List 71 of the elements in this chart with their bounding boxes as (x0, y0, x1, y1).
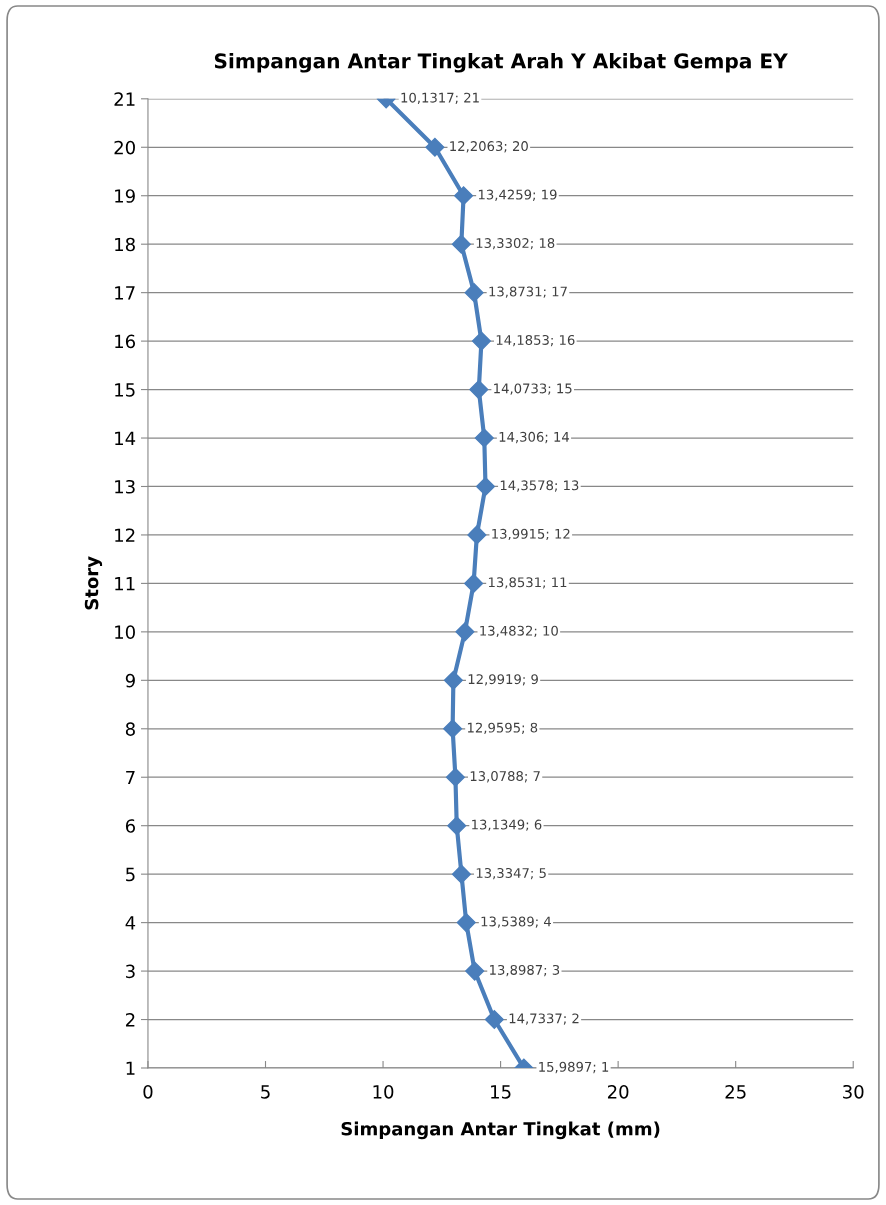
point (465, 961, 485, 981)
data-label: 12,9595; 8 (467, 722, 538, 734)
y-tick-label: 16 (115, 334, 136, 349)
y-tick-label: 14 (115, 431, 136, 445)
y-tick-label: 17 (115, 286, 135, 300)
y-tick-label: 21 (114, 92, 135, 106)
data-label: 13,9915; 12 (492, 528, 570, 541)
data-label: 13,8531; 11 (488, 577, 567, 589)
y-tick-label: 11 (115, 577, 135, 591)
point (443, 670, 463, 690)
y-tick-label: 2 (125, 1012, 135, 1027)
data-label: 14,3578; 13 (500, 480, 579, 492)
data-label: 13,1349; 6 (472, 819, 542, 831)
point (447, 816, 467, 836)
x-tick-label: 15 (491, 1085, 511, 1099)
data-label: 13,4832; 10 (480, 625, 558, 638)
y-tick-label: 5 (126, 867, 135, 882)
y-tick-label: 20 (114, 140, 135, 155)
point (467, 525, 487, 545)
point (464, 283, 484, 303)
point (425, 137, 445, 157)
point (475, 476, 496, 497)
point (455, 622, 475, 642)
point (451, 234, 471, 254)
x-tick-label: 25 (725, 1084, 746, 1099)
data-label: 13,3302; 18 (476, 238, 555, 250)
data-label: 13,8987; 3 (490, 964, 560, 977)
y-tick-label: 4 (125, 916, 136, 930)
data-label: 14,7337; 2 (509, 1013, 579, 1025)
y-axis-title: Story (84, 556, 103, 610)
data-label: 14,306; 14 (499, 431, 570, 444)
y-tick-label: 9 (125, 673, 135, 688)
point (484, 1009, 504, 1030)
y-tick-label: 10 (115, 625, 135, 639)
y-tick-label: 13 (115, 479, 135, 494)
y-tick-label: 15 (115, 383, 135, 397)
data-label: 13,4259; 19 (478, 189, 557, 201)
y-tick-label: 18 (115, 237, 135, 252)
data-label: 13,3347; 5 (476, 868, 546, 880)
data-label: 15,9897; 1 (539, 1061, 609, 1074)
chart-title: Simpangan Antar Tingkat Arah Y Akibat Gempa EY (214, 52, 788, 73)
x-tick-label: 10 (373, 1084, 394, 1099)
y-tick-label: 7 (126, 770, 135, 785)
x-axis-title: Simpangan Antar Tingkat (mm) (341, 1121, 660, 1140)
point (469, 380, 489, 400)
point (445, 767, 465, 787)
x-tick-label: 20 (607, 1084, 629, 1099)
point (464, 573, 484, 593)
x-tick-label: 0 (143, 1084, 153, 1099)
data-label: 13,8731; 17 (489, 286, 567, 298)
data-label: 12,2063; 20 (450, 141, 528, 153)
data-label: 13,5389; 4 (481, 916, 551, 928)
data-label: 14,1853; 16 (496, 334, 575, 347)
data-label: 12,9919; 9 (468, 674, 538, 686)
data-label: 10,1317; 21 (401, 92, 479, 104)
point (471, 331, 491, 351)
data-label: 13,0788; 7 (470, 771, 540, 783)
y-tick-label: 3 (126, 964, 135, 979)
point (451, 864, 471, 884)
x-tick-label: 30 (843, 1084, 864, 1099)
y-tick-label: 19 (115, 189, 135, 203)
y-tick-label: 6 (125, 819, 136, 833)
data-label: 14,0733; 15 (494, 383, 572, 395)
point (456, 913, 476, 933)
point (443, 719, 463, 739)
point (454, 186, 474, 206)
x-tick-label: 5 (261, 1085, 270, 1099)
y-tick-label: 1 (126, 1061, 135, 1075)
y-tick-label: 12 (115, 528, 135, 542)
point (474, 428, 494, 448)
y-tick-label: 8 (125, 722, 135, 736)
